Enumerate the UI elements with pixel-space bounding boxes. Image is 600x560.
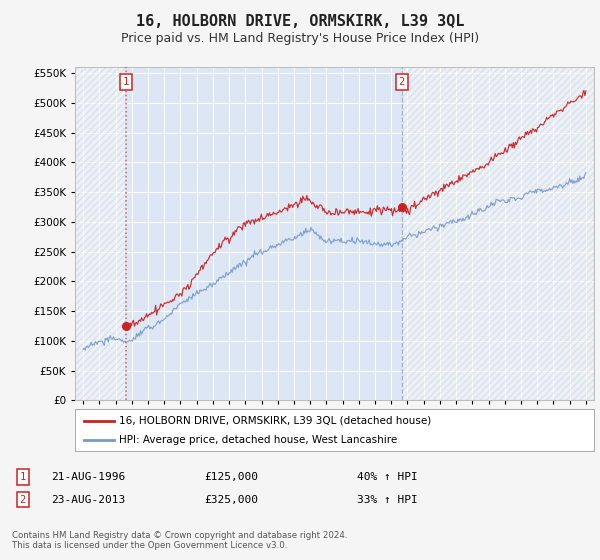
Text: 16, HOLBORN DRIVE, ORMSKIRK, L39 3QL: 16, HOLBORN DRIVE, ORMSKIRK, L39 3QL — [136, 14, 464, 29]
Text: 1: 1 — [123, 77, 129, 87]
Text: 1: 1 — [20, 472, 26, 482]
Text: £325,000: £325,000 — [204, 494, 258, 505]
Text: HPI: Average price, detached house, West Lancashire: HPI: Average price, detached house, West… — [119, 435, 397, 445]
Text: 23-AUG-2013: 23-AUG-2013 — [51, 494, 125, 505]
Text: 16, HOLBORN DRIVE, ORMSKIRK, L39 3QL (detached house): 16, HOLBORN DRIVE, ORMSKIRK, L39 3QL (de… — [119, 416, 431, 426]
Text: £125,000: £125,000 — [204, 472, 258, 482]
Text: 21-AUG-1996: 21-AUG-1996 — [51, 472, 125, 482]
Text: 40% ↑ HPI: 40% ↑ HPI — [357, 472, 418, 482]
Text: 33% ↑ HPI: 33% ↑ HPI — [357, 494, 418, 505]
Text: Contains HM Land Registry data © Crown copyright and database right 2024.
This d: Contains HM Land Registry data © Crown c… — [12, 531, 347, 550]
Text: Price paid vs. HM Land Registry's House Price Index (HPI): Price paid vs. HM Land Registry's House … — [121, 32, 479, 45]
Text: 2: 2 — [398, 77, 405, 87]
Text: 2: 2 — [20, 494, 26, 505]
